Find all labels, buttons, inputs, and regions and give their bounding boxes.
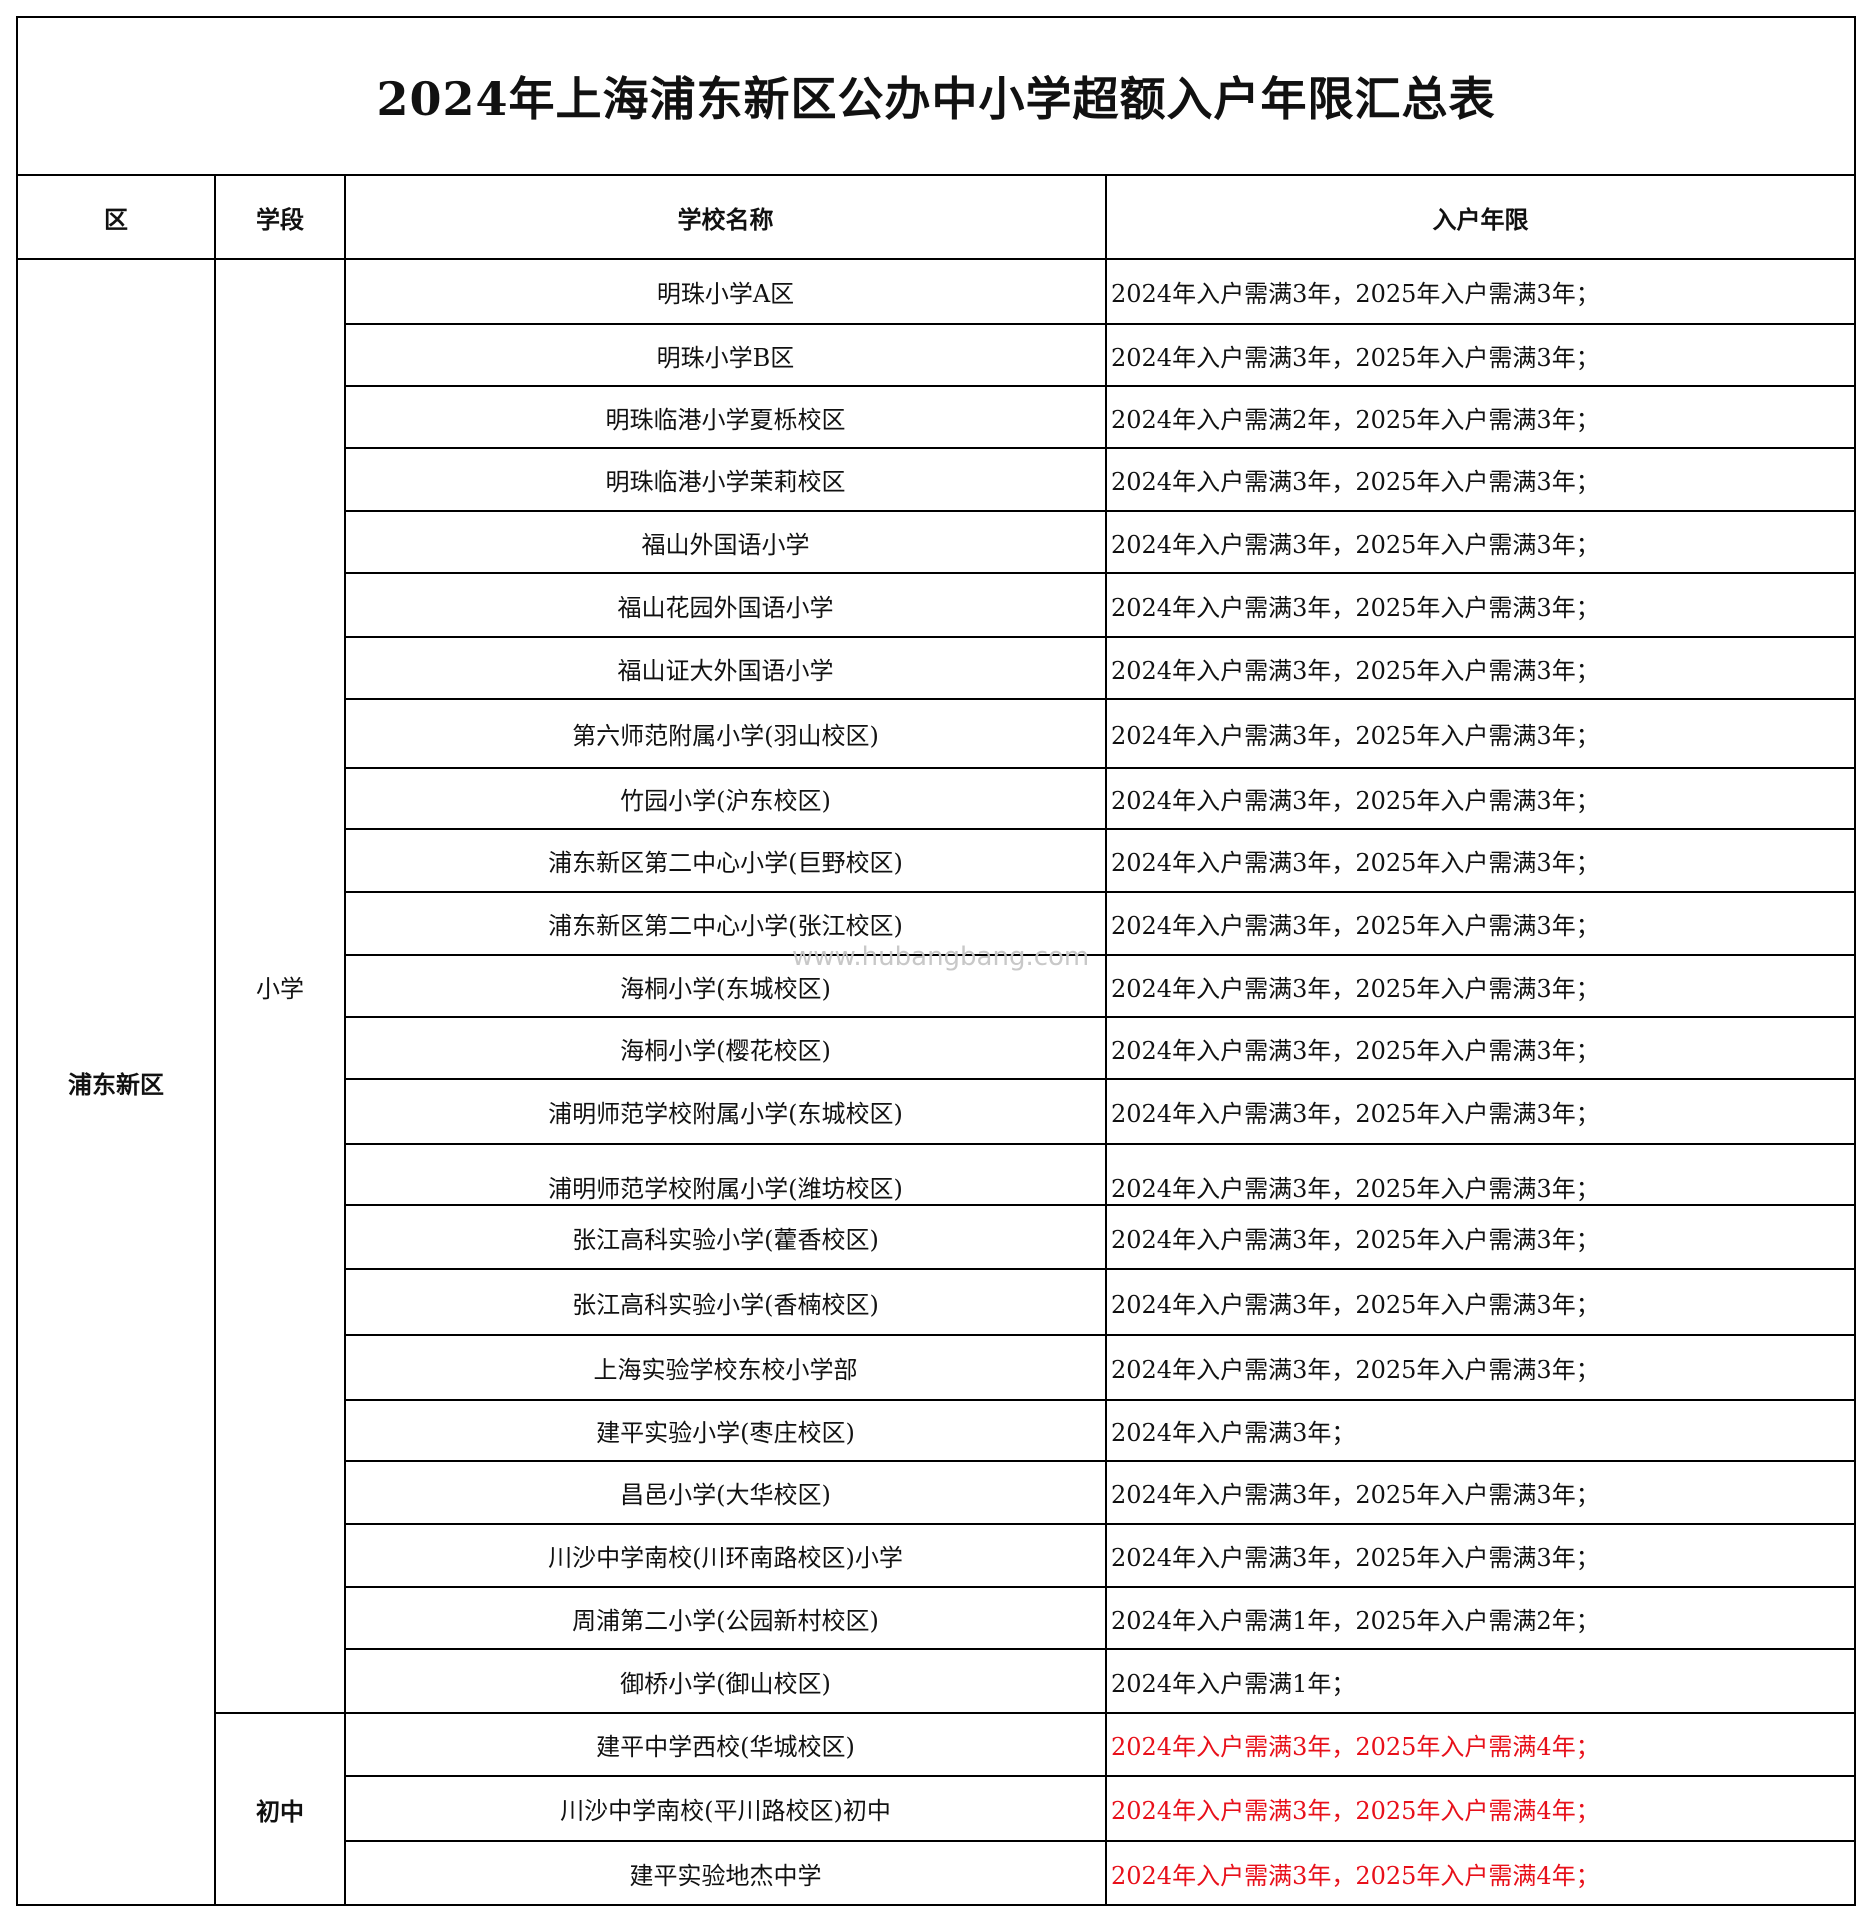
requirement-cell: 2024年入户需满3年，2025年入户需满3年； (1104, 954, 1857, 1018)
header-stage: 学段 (214, 174, 346, 260)
requirement-cell: 2024年入户需满3年，2025年入户需满3年； (1104, 767, 1857, 830)
school-name-cell: 建平实验地杰中学 (344, 1840, 1107, 1906)
table-row: 福山花园外国语小学 2024年入户需满3年，2025年入户需满3年； (17, 572, 1857, 638)
table-row: 建平实验地杰中学 2024年入户需满3年，2025年入户需满4年； (17, 1840, 1857, 1906)
page-title: 2024年上海浦东新区公办中小学超额入户年限汇总表 (15, 16, 1857, 176)
school-name-cell: 建平实验小学(枣庄校区) (344, 1399, 1107, 1462)
requirement-cell: 2024年入户需满3年，2025年入户需满3年； (1104, 1460, 1857, 1525)
district-cell: 浦东新区 (16, 258, 216, 1906)
table-row: 浦明师范学校附属小学(东城校区) 2024年入户需满3年，2025年入户需满3年； (17, 1078, 1857, 1145)
table-row: 周浦第二小学(公园新村校区) 2024年入户需满1年，2025年入户需满2年； (17, 1586, 1857, 1650)
table-row: 浦明师范学校附属小学(潍坊校区) 2024年入户需满3年，2025年入户需满3年； (17, 1143, 1857, 1206)
requirement-cell: 2024年入户需满1年，2025年入户需满2年； (1104, 1586, 1857, 1650)
header-district: 区 (16, 174, 216, 260)
requirement-cell: 2024年入户需满3年，2025年入户需满3年； (1104, 1016, 1857, 1080)
school-name-cell: 御桥小学(御山校区) (344, 1648, 1107, 1714)
requirement-cell: 2024年入户需满3年，2025年入户需满3年； (1104, 447, 1857, 512)
table-row: 海桐小学(樱花校区) 2024年入户需满3年，2025年入户需满3年； (17, 1016, 1857, 1080)
header-school: 学校名称 (344, 174, 1107, 260)
school-name-cell: 福山证大外国语小学 (344, 636, 1107, 700)
table-row: 初中 建平中学西校(华城校区) 2024年入户需满3年，2025年入户需满4年； (17, 1712, 1857, 1906)
school-name-cell: 明珠临港小学夏栎校区 (344, 385, 1107, 449)
table-row: 浦东新区第二中心小学(巨野校区) 2024年入户需满3年，2025年入户需满3年； (17, 828, 1857, 893)
table-row: 明珠临港小学茉莉校区 2024年入户需满3年，2025年入户需满3年； (17, 447, 1857, 512)
requirement-cell: 2024年入户需满3年，2025年入户需满3年； (1104, 1078, 1857, 1145)
school-name-cell: 浦东新区第二中心小学(巨野校区) (344, 828, 1107, 893)
requirement-cell: 2024年入户需满3年，2025年入户需满4年； (1104, 1712, 1857, 1777)
table-row: 川沙中学南校(川环南路校区)小学 2024年入户需满3年，2025年入户需满3年； (17, 1523, 1857, 1588)
school-name-cell: 海桐小学(东城校区) (344, 954, 1107, 1018)
table-row: 浦东新区第二中心小学(张江校区) 2024年入户需满3年，2025年入户需满3年； (17, 891, 1857, 956)
school-name-cell: 明珠临港小学茉莉校区 (344, 447, 1107, 512)
table-row: 福山证大外国语小学 2024年入户需满3年，2025年入户需满3年； (17, 636, 1857, 700)
school-name-cell: 浦东新区第二中心小学(张江校区) (344, 891, 1107, 956)
requirement-cell: 2024年入户需满3年，2025年入户需满3年； (1104, 1334, 1857, 1401)
school-name-cell: 浦明师范学校附属小学(东城校区) (344, 1078, 1107, 1145)
summary-table-sheet: 2024年上海浦东新区公办中小学超额入户年限汇总表 区 学段 学校名称 入户年限… (15, 16, 1857, 1906)
requirement-cell: 2024年入户需满3年，2025年入户需满3年； (1104, 510, 1857, 574)
table-row: 上海实验学校东校小学部 2024年入户需满3年，2025年入户需满3年； (17, 1334, 1857, 1401)
requirement-cell: 2024年入户需满3年，2025年入户需满3年； (1104, 572, 1857, 638)
school-name-cell: 竹园小学(沪东校区) (344, 767, 1107, 830)
table-row: 明珠临港小学夏栎校区 2024年入户需满2年，2025年入户需满3年； (17, 385, 1857, 449)
requirement-cell: 2024年入户需满3年，2025年入户需满3年； (1104, 323, 1857, 387)
table-row: 昌邑小学(大华校区) 2024年入户需满3年，2025年入户需满3年； (17, 1460, 1857, 1525)
school-name-cell: 福山外国语小学 (344, 510, 1107, 574)
school-name-cell: 福山花园外国语小学 (344, 572, 1107, 638)
school-name-cell: 张江高科实验小学(藿香校区) (344, 1204, 1107, 1270)
requirement-cell: 2024年入户需满2年，2025年入户需满3年； (1104, 385, 1857, 449)
table-row: 浦东新区 小学 明珠小学A区 2024年入户需满3年，2025年入户需满3年； (16, 258, 1857, 1906)
requirement-cell: 2024年入户需满3年，2025年入户需满3年； (1104, 1268, 1857, 1336)
school-name-cell: 上海实验学校东校小学部 (344, 1334, 1107, 1401)
school-name-cell: 海桐小学(樱花校区) (344, 1016, 1107, 1080)
table-row: 张江高科实验小学(藿香校区) 2024年入户需满3年，2025年入户需满3年； (17, 1204, 1857, 1270)
school-name-cell: 川沙中学南校(平川路校区)初中 (344, 1775, 1107, 1842)
requirement-cell: 2024年入户需满3年，2025年入户需满3年； (1104, 698, 1857, 769)
stage-cell: 初中 (214, 1712, 346, 1906)
school-name-cell: 建平中学西校(华城校区) (344, 1712, 1107, 1777)
requirement-cell: 2024年入户需满3年，2025年入户需满3年； (1104, 1204, 1857, 1270)
requirement-cell: 2024年入户需满3年，2025年入户需满3年； (1104, 636, 1857, 700)
table-row: 川沙中学南校(平川路校区)初中 2024年入户需满3年，2025年入户需满4年； (17, 1775, 1857, 1842)
requirement-cell: 2024年入户需满3年，2025年入户需满4年； (1104, 1775, 1857, 1842)
school-name-cell: 明珠小学B区 (344, 323, 1107, 387)
school-name-cell: 浦明师范学校附属小学(潍坊校区) (344, 1143, 1107, 1206)
table-row: 御桥小学(御山校区) 2024年入户需满1年； (17, 1648, 1857, 1714)
school-name-cell: 昌邑小学(大华校区) (344, 1460, 1107, 1525)
table-row: 第六师范附属小学(羽山校区) 2024年入户需满3年，2025年入户需满3年； (17, 698, 1857, 769)
table-row: 张江高科实验小学(香楠校区) 2024年入户需满3年，2025年入户需满3年； (17, 1268, 1857, 1336)
school-name-cell: 张江高科实验小学(香楠校区) (344, 1268, 1107, 1336)
requirement-cell: 2024年入户需满3年，2025年入户需满3年； (1104, 1523, 1857, 1588)
summary-table: 2024年上海浦东新区公办中小学超额入户年限汇总表 区 学段 学校名称 入户年限… (15, 16, 1857, 1906)
requirement-cell: 2024年入户需满1年； (1104, 1648, 1857, 1714)
stage-cell: 小学 (214, 258, 346, 1714)
requirement-cell: 2024年入户需满3年，2025年入户需满3年； (1104, 828, 1857, 893)
school-name-cell: 周浦第二小学(公园新村校区) (344, 1586, 1107, 1650)
table-row: 福山外国语小学 2024年入户需满3年，2025年入户需满3年； (17, 510, 1857, 574)
table-row: 海桐小学(东城校区) 2024年入户需满3年，2025年入户需满3年； (17, 954, 1857, 1018)
requirement-cell: 2024年入户需满3年，2025年入户需满3年； (1104, 258, 1857, 325)
school-name-cell: 明珠小学A区 (344, 258, 1107, 325)
requirement-cell: 2024年入户需满3年，2025年入户需满3年； (1104, 891, 1857, 956)
table-row: 明珠小学B区 2024年入户需满3年，2025年入户需满3年； (17, 323, 1857, 387)
header-requirement: 入户年限 (1104, 174, 1857, 260)
table-row: 竹园小学(沪东校区) 2024年入户需满3年，2025年入户需满3年； (17, 767, 1857, 830)
school-name-cell: 川沙中学南校(川环南路校区)小学 (344, 1523, 1107, 1588)
school-name-cell: 第六师范附属小学(羽山校区) (344, 698, 1107, 769)
requirement-cell: 2024年入户需满3年，2025年入户需满3年； (1104, 1143, 1857, 1206)
requirement-cell: 2024年入户需满3年，2025年入户需满4年； (1104, 1840, 1857, 1906)
requirement-cell: 2024年入户需满3年； (1104, 1399, 1857, 1462)
table-row: 建平实验小学(枣庄校区) 2024年入户需满3年； (17, 1399, 1857, 1462)
